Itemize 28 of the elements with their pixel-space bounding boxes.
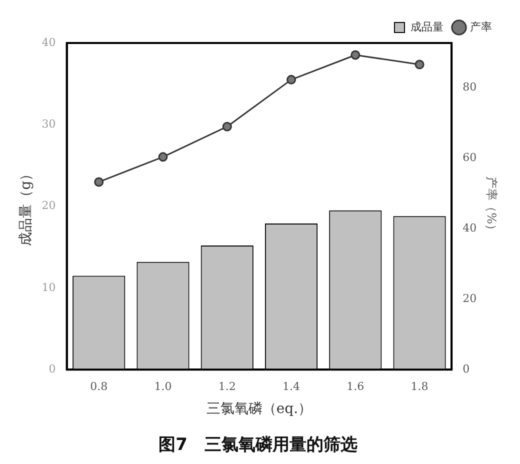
x-tick-label: 0.8: [90, 380, 108, 394]
point: [414, 60, 424, 70]
point: [350, 50, 360, 60]
text: 图7 三氯氧磷用量的筛选: [158, 435, 358, 456]
y-tick-label: 10: [42, 280, 56, 294]
y-tick-label: 30: [42, 118, 56, 131]
point: [94, 177, 104, 187]
y-tick-label: 20: [42, 199, 56, 212]
y2-tick-label: 20: [462, 292, 477, 305]
x-tick-label: 1.0: [154, 380, 172, 394]
x-tick-label: 1.6: [346, 380, 364, 394]
point: [286, 74, 296, 84]
legend-label: 产率: [470, 20, 492, 34]
point: [222, 122, 232, 132]
y-tick-label: 40: [42, 36, 56, 49]
y2-tick-label: 40: [462, 221, 477, 234]
y-tick-label: 0: [48, 362, 56, 376]
point: [158, 152, 168, 162]
x-tick-label: 1.4: [282, 380, 300, 394]
y2-axis-title: 产率（%）: [484, 176, 499, 236]
x-tick-label: 1.8: [410, 380, 428, 394]
x-axis-title: 三氯氧磷（eq.）: [206, 400, 312, 417]
y2-tick-label: 60: [462, 150, 477, 164]
y2-tick-label: 0: [462, 362, 470, 376]
x-tick-label: 1.2: [218, 380, 236, 394]
y2-tick-label: 80: [462, 80, 477, 94]
y-axis-title: 成品量（g）: [18, 166, 34, 246]
legend-label: 成品量: [410, 20, 444, 34]
